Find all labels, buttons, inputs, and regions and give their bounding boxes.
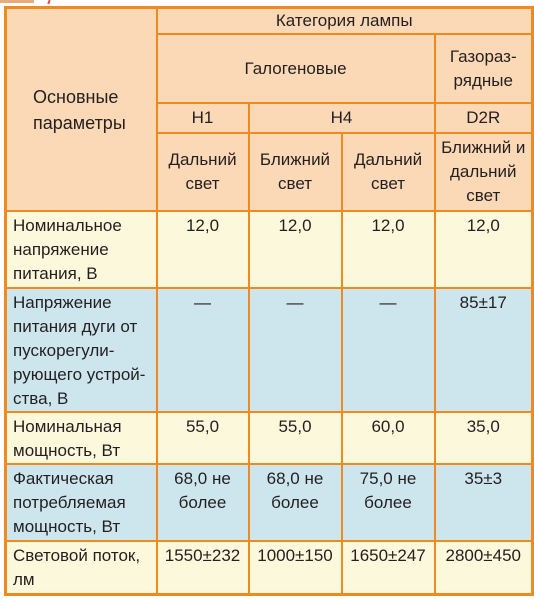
gas-discharge-header: Газораз-рядные [433,33,534,105]
type-h4: H4 [247,102,436,135]
type-d2r: D2R [433,102,534,135]
table-cell: 55,0 [155,410,250,466]
table-row: Световой поток, лм 1550±232 1000±150 165… [4,540,534,596]
row-label: Напряжение питания дуги от пускорегули-р… [4,286,158,413]
table-cell: 35±3 [433,463,534,543]
table-row: Фактическая потребляемая мощность, Вт 68… [4,463,534,543]
table-cell: — [340,286,436,413]
lamp-category-header: Категория лампы [155,6,534,36]
table-cell: 75,0 не более [340,463,436,543]
table-cell: 68,0 не более [155,463,250,543]
beam-h4-low: Ближний свет [247,132,343,213]
table-cell: 85±17 [433,286,534,413]
halogen-header: Галогеновые [155,33,436,105]
beam-h1-high: Дальний свет [155,132,250,213]
table-cell: 12,0 [247,210,343,289]
row-label: Номинальное напряжение питания, В [4,210,158,289]
table-row: Номинальное напряжение питания, В 12,0 1… [4,210,534,289]
table-cell: 1550±232 [155,540,250,596]
table-cell: 68,0 не более [247,463,343,543]
corner-mark [0,0,40,6]
table-cell: 1000±150 [247,540,343,596]
row-label: Номинальная мощность, Вт [4,410,158,466]
table-cell: 1650±247 [340,540,436,596]
type-h1: H1 [155,102,250,135]
beam-h4-high: Дальний свет [340,132,436,213]
beam-d2r: Ближний и дальний свет [433,132,534,213]
table-cell: — [247,286,343,413]
table-cell: 12,0 [433,210,534,289]
table-cell: 55,0 [247,410,343,466]
table-cell: 2800±450 [433,540,534,596]
table-cell: 60,0 [340,410,436,466]
table-row: Напряжение питания дуги от пускорегули-р… [4,286,534,413]
table-cell: 35,0 [433,410,534,466]
row-label: Световой поток, лм [4,540,158,596]
row-label: Фактическая потребляемая мощность, Вт [4,463,158,543]
main-params-header: Основные параметры [4,6,158,213]
table-cell: — [155,286,250,413]
table-cell: 12,0 [340,210,436,289]
lamp-parameters-table: Основные параметры Категория лампы Галог… [4,6,534,596]
table-cell: 12,0 [155,210,250,289]
table-row: Номинальная мощность, Вт 55,0 55,0 60,0 … [4,410,534,466]
